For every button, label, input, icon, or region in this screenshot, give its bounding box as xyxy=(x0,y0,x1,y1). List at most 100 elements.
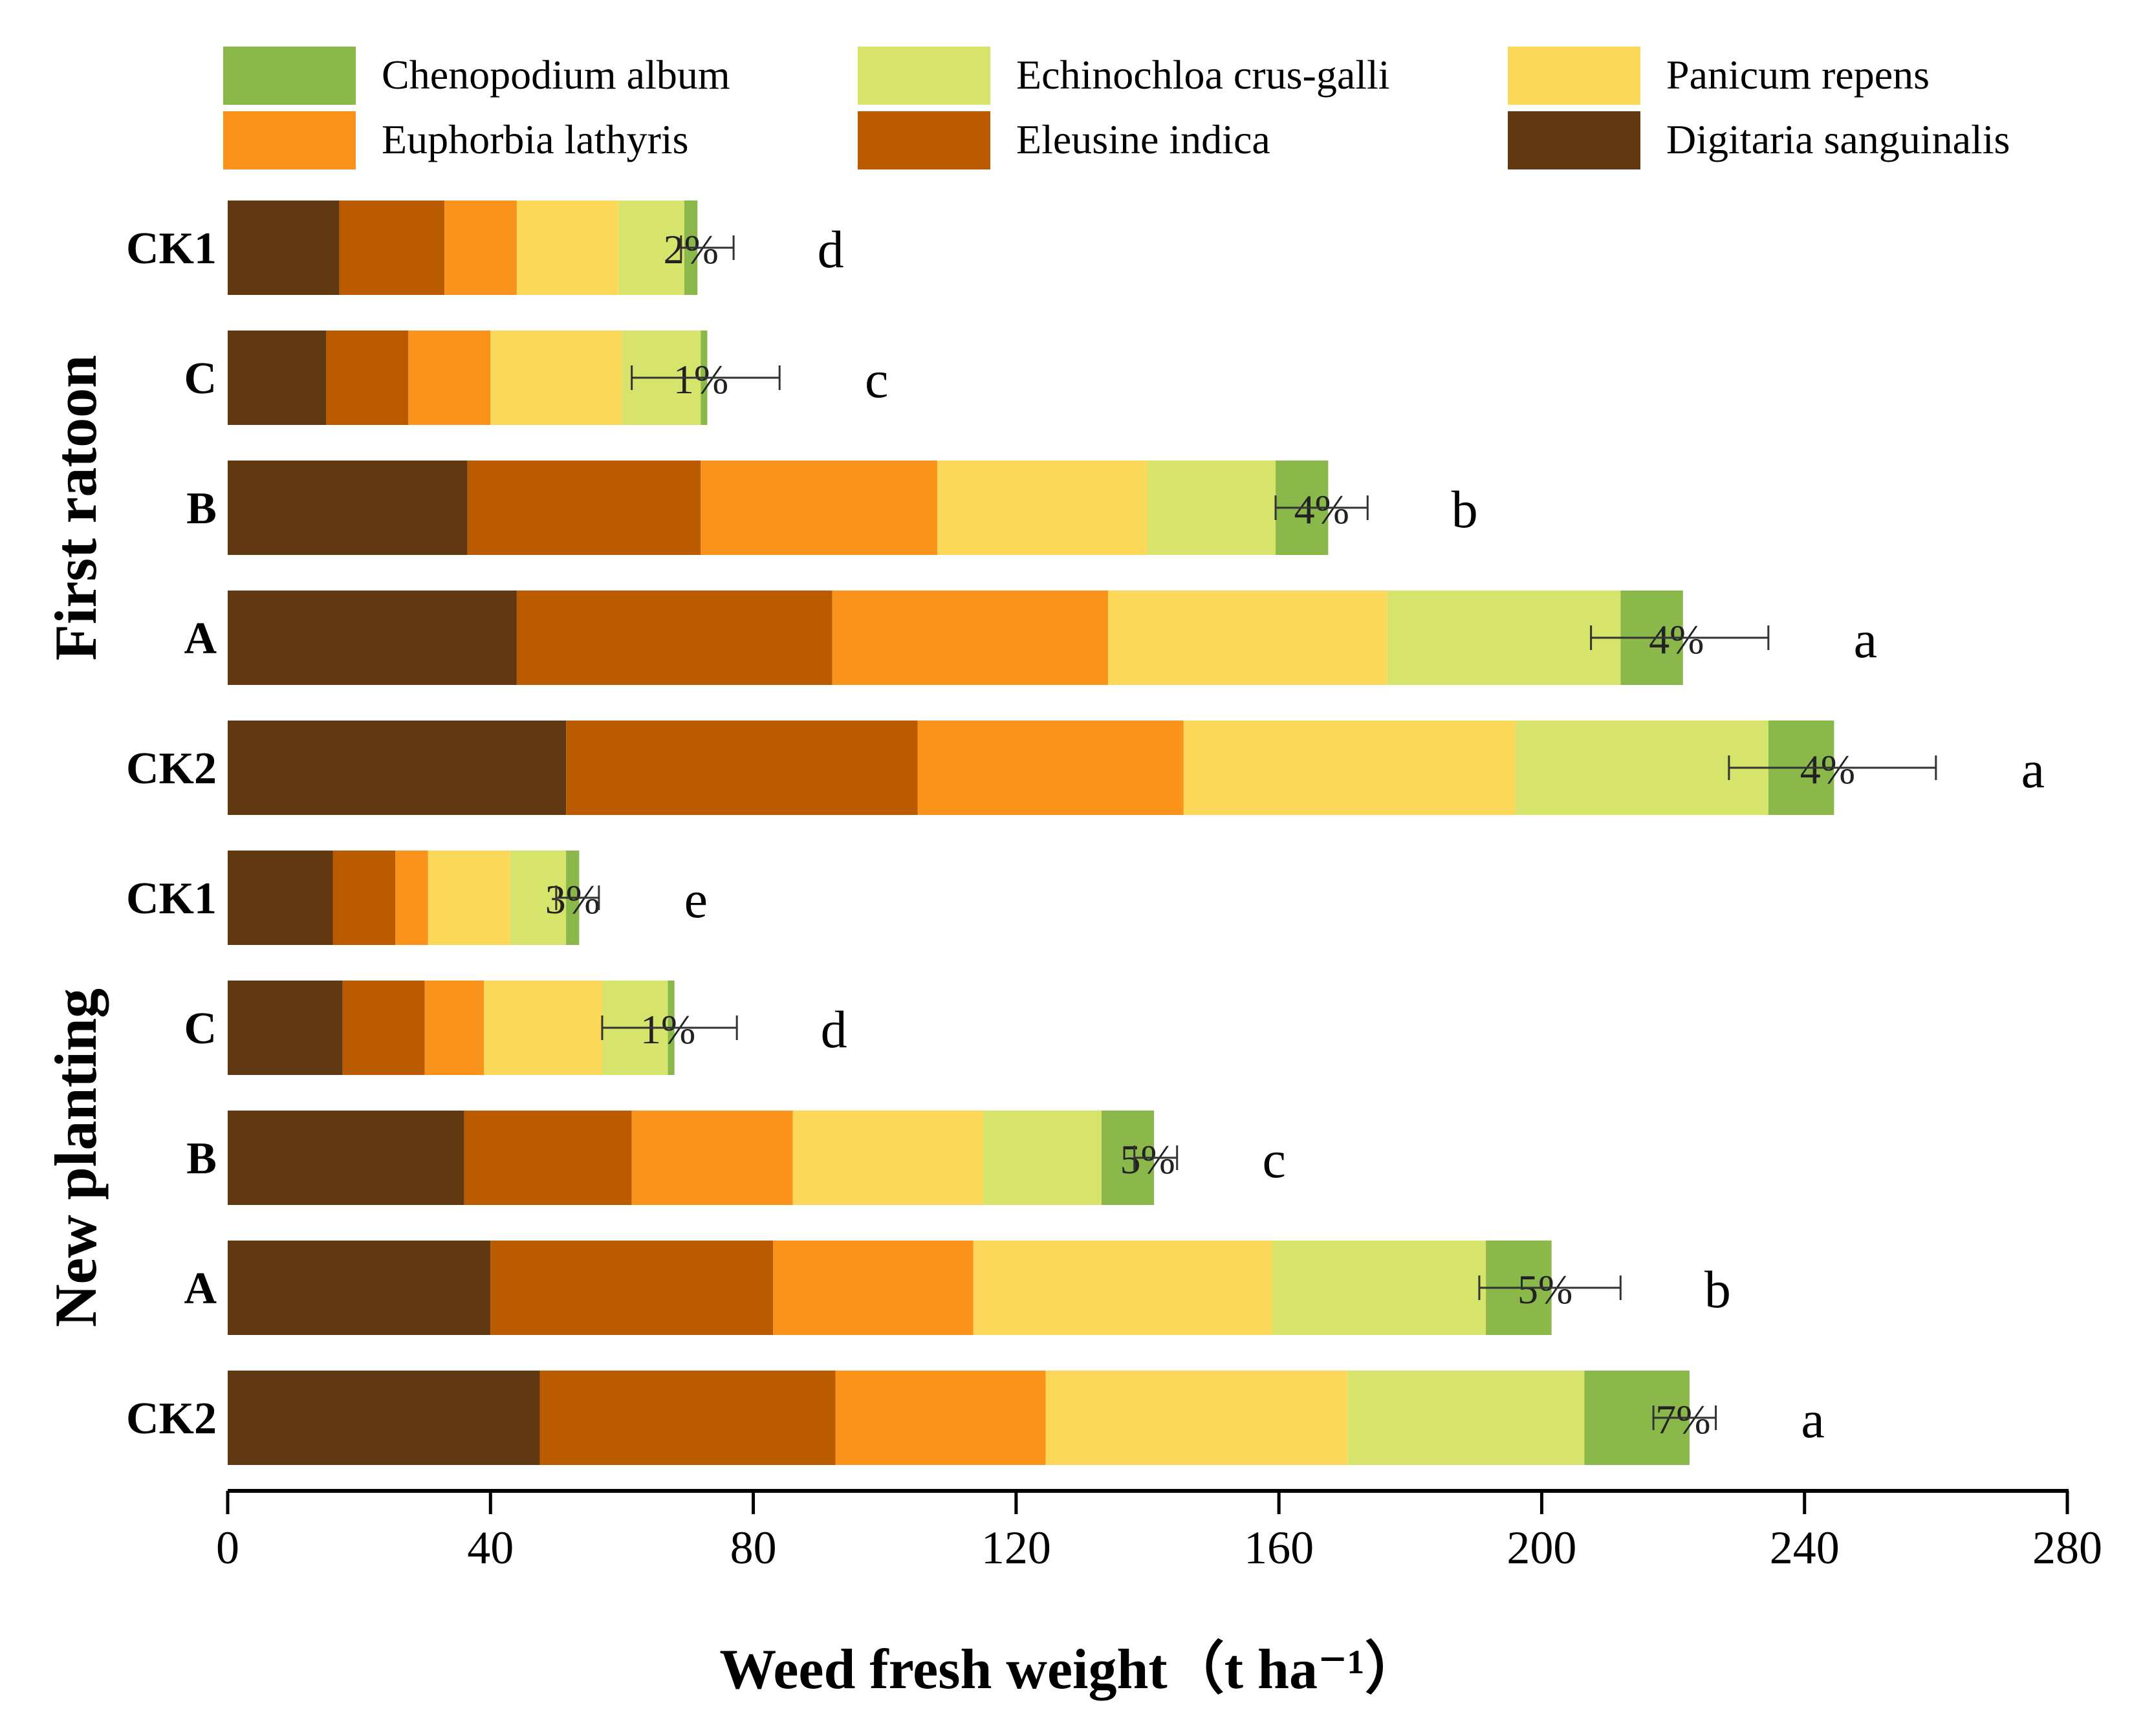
group-0: CK1 2% d C 1% c B 4% b A 4% a CK2 4% a First ratoon xyxy=(43,201,2045,815)
legend: Chenopodium album Echinochloa crus-galli P… xyxy=(223,47,2010,169)
error-bar xyxy=(601,1015,738,1040)
percent-label: 5% xyxy=(1120,1136,1175,1182)
x-tick-label: 160 xyxy=(1244,1522,1314,1574)
bar-row: CK1 3% e xyxy=(126,851,708,945)
category-label: CK1 xyxy=(126,874,217,924)
legend-label: Digitaria sanguinalis xyxy=(1666,116,2010,162)
bar-segment xyxy=(937,461,1148,555)
legend-item: Eleusine indica xyxy=(858,111,1270,169)
significance-letter: a xyxy=(1801,1390,1824,1449)
category-label: A xyxy=(184,614,217,664)
error-bar xyxy=(1274,495,1369,520)
bar-segment xyxy=(631,1111,793,1205)
bar-segment xyxy=(228,461,468,555)
legend-item: Echinochloa crus-galli xyxy=(858,47,1390,105)
category-label: CK2 xyxy=(126,744,217,794)
legend-swatch xyxy=(858,111,990,169)
bar-segment xyxy=(490,331,622,425)
bar-segment xyxy=(973,1241,1272,1335)
bar-segment xyxy=(792,1111,984,1205)
bar-row: C 1% d xyxy=(184,981,847,1075)
bar-segment xyxy=(326,331,409,425)
significance-letter: b xyxy=(1452,480,1478,539)
bar-row: CK1 2% d xyxy=(126,201,844,295)
category-label: C xyxy=(184,1004,217,1054)
bar-row: CK2 7% a xyxy=(126,1371,1825,1465)
error-bar xyxy=(555,885,600,910)
bar-segment xyxy=(339,201,445,295)
legend-swatch xyxy=(858,47,990,105)
bar-segment xyxy=(228,721,567,815)
percent-label: 4% xyxy=(1800,746,1855,792)
bar-segment xyxy=(566,721,918,815)
percent-label: 1% xyxy=(640,1006,695,1052)
percent-label: 2% xyxy=(664,226,719,272)
legend-item: Digitaria sanguinalis xyxy=(1508,111,2010,169)
significance-letter: e xyxy=(684,870,708,929)
category-label: B xyxy=(186,1134,217,1184)
x-tick-label: 120 xyxy=(981,1522,1051,1574)
bar-segment xyxy=(832,591,1109,685)
bar-segment xyxy=(773,1241,974,1335)
legend-label: Eleusine indica xyxy=(1016,116,1270,162)
bar-row: A 5% b xyxy=(184,1241,1731,1335)
percent-label: 4% xyxy=(1649,616,1704,662)
percent-label: 3% xyxy=(545,876,600,922)
error-bar xyxy=(1728,755,1937,780)
x-tick-label: 40 xyxy=(467,1522,514,1574)
x-tick-label: 240 xyxy=(1770,1522,1840,1574)
group-label: New planting xyxy=(43,988,109,1327)
bar-segment xyxy=(228,981,343,1075)
legend-item: Euphorbia lathyris xyxy=(223,111,689,169)
significance-letter: d xyxy=(821,1000,847,1059)
bar-segment xyxy=(228,1241,491,1335)
bar-segment xyxy=(228,201,340,295)
percent-label: 1% xyxy=(673,356,728,402)
bar-segment xyxy=(424,981,484,1075)
legend-swatch xyxy=(223,111,356,169)
bar-segment xyxy=(1515,721,1768,815)
bar-segment xyxy=(1108,591,1387,685)
significance-letter: b xyxy=(1704,1260,1731,1319)
error-bar xyxy=(680,235,735,260)
error-bar xyxy=(1133,1145,1179,1170)
significance-letter: c xyxy=(865,350,888,409)
significance-letter: a xyxy=(2021,740,2045,799)
bar-segment xyxy=(464,1111,632,1205)
bar-segment xyxy=(408,331,491,425)
group-label: First ratoon xyxy=(43,355,109,661)
bar-segment xyxy=(444,201,517,295)
bar-segment xyxy=(1148,461,1276,555)
legend-label: Euphorbia lathyris xyxy=(382,116,689,162)
legend-swatch xyxy=(1508,47,1640,105)
bar-segment xyxy=(917,721,1184,815)
bar-segment xyxy=(1387,591,1621,685)
legend-item: Panicum repens xyxy=(1508,47,1930,105)
percent-label: 5% xyxy=(1518,1266,1572,1312)
bar-segment xyxy=(618,201,684,295)
bar-segment xyxy=(1045,1371,1348,1465)
error-bar xyxy=(1478,1275,1622,1300)
bar-segment xyxy=(490,1241,774,1335)
significance-letter: d xyxy=(818,220,844,279)
bar-segment xyxy=(228,1371,540,1465)
bar-segment xyxy=(228,851,333,945)
category-label: B xyxy=(186,484,217,534)
x-tick-label: 280 xyxy=(2032,1522,2102,1574)
x-axis: 0 40 80 120 160 200 240 280 xyxy=(216,1489,2102,1574)
bar-row: A 4% a xyxy=(184,591,1877,685)
legend-item: Chenopodium album xyxy=(223,47,730,105)
bar-segment xyxy=(1347,1371,1585,1465)
bar-segment xyxy=(983,1111,1102,1205)
bar-segment xyxy=(342,981,425,1075)
legend-label: Panicum repens xyxy=(1666,52,1930,98)
x-tick-label: 80 xyxy=(730,1522,777,1574)
group-1: CK1 3% e C 1% d B 5% c A 5% b CK2 7% a New planting xyxy=(43,851,1825,1465)
bar-segment xyxy=(835,1371,1046,1465)
bar-segment xyxy=(228,1111,464,1205)
x-tick-label: 0 xyxy=(216,1522,239,1574)
bar-segment xyxy=(1183,721,1516,815)
error-bar xyxy=(631,365,781,390)
bar-segment xyxy=(395,851,428,945)
